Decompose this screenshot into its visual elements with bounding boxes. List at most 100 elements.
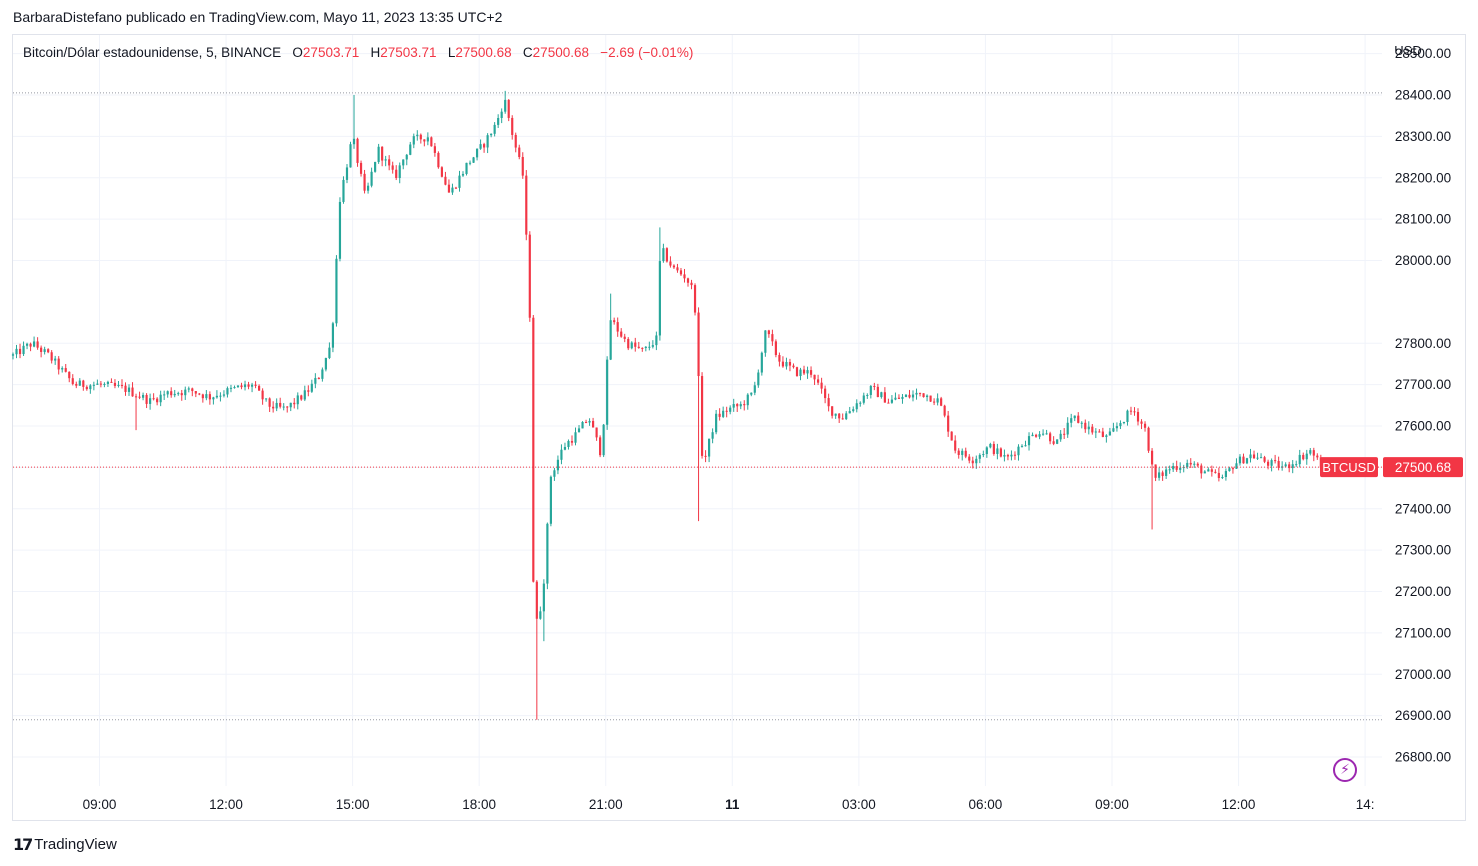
- candle[interactable]: [461, 171, 465, 177]
- candle[interactable]: [915, 388, 918, 400]
- candle[interactable]: [212, 396, 215, 405]
- candle[interactable]: [820, 377, 823, 394]
- candle[interactable]: [1316, 453, 1319, 460]
- candle[interactable]: [215, 390, 218, 399]
- candle[interactable]: [475, 148, 479, 161]
- candle[interactable]: [922, 393, 925, 398]
- candle[interactable]: [1024, 440, 1027, 447]
- candle[interactable]: [760, 351, 763, 376]
- candle[interactable]: [229, 384, 233, 393]
- candle[interactable]: [1006, 453, 1010, 461]
- candle[interactable]: [1217, 467, 1220, 482]
- candle[interactable]: [1281, 461, 1284, 471]
- candle[interactable]: [1154, 464, 1157, 482]
- candle[interactable]: [669, 256, 672, 268]
- candle[interactable]: [1105, 434, 1108, 443]
- candle[interactable]: [686, 277, 690, 287]
- candle[interactable]: [338, 197, 342, 262]
- candle[interactable]: [1063, 428, 1066, 440]
- candle[interactable]: [957, 448, 960, 459]
- candle[interactable]: [634, 337, 637, 352]
- candle[interactable]: [233, 385, 236, 389]
- candle[interactable]: [317, 377, 320, 380]
- candle[interactable]: [363, 169, 366, 194]
- candle[interactable]: [729, 405, 732, 415]
- candle[interactable]: [933, 398, 936, 406]
- candle[interactable]: [904, 394, 908, 398]
- candle[interactable]: [384, 155, 387, 167]
- candle[interactable]: [18, 343, 22, 359]
- candle[interactable]: [113, 379, 117, 389]
- candle[interactable]: [1291, 460, 1294, 474]
- candle[interactable]: [15, 344, 18, 359]
- candle[interactable]: [683, 268, 686, 283]
- candle[interactable]: [82, 379, 85, 391]
- candle[interactable]: [802, 365, 806, 376]
- candle[interactable]: [377, 143, 380, 164]
- candle[interactable]: [356, 137, 359, 167]
- candle[interactable]: [831, 406, 834, 419]
- candle[interactable]: [908, 389, 911, 399]
- candle[interactable]: [222, 390, 226, 398]
- candle[interactable]: [1056, 439, 1059, 445]
- candle[interactable]: [1228, 466, 1231, 472]
- candle[interactable]: [1147, 426, 1150, 453]
- candle[interactable]: [127, 384, 131, 396]
- candle[interactable]: [539, 606, 542, 620]
- candle[interactable]: [887, 398, 890, 404]
- candle[interactable]: [1249, 448, 1252, 463]
- candle[interactable]: [1224, 468, 1227, 481]
- candle[interactable]: [479, 139, 482, 150]
- candle[interactable]: [117, 380, 120, 388]
- candle[interactable]: [395, 165, 398, 181]
- candle[interactable]: [852, 406, 855, 413]
- candle[interactable]: [535, 580, 538, 720]
- candle[interactable]: [764, 330, 767, 357]
- candle[interactable]: [809, 366, 813, 378]
- candle[interactable]: [359, 160, 363, 177]
- candle[interactable]: [437, 151, 440, 169]
- candle[interactable]: [1122, 421, 1126, 425]
- candle[interactable]: [1168, 465, 1171, 474]
- candle[interactable]: [514, 132, 517, 153]
- candle[interactable]: [778, 352, 781, 367]
- candle[interactable]: [679, 267, 683, 276]
- candle[interactable]: [412, 133, 415, 149]
- candle[interactable]: [40, 345, 43, 358]
- candle[interactable]: [258, 384, 261, 391]
- candle[interactable]: [275, 398, 278, 412]
- candle[interactable]: [1231, 466, 1235, 474]
- candle[interactable]: [613, 317, 616, 325]
- candle[interactable]: [250, 382, 254, 393]
- last-price-tag[interactable]: [1383, 457, 1463, 478]
- lightning-icon[interactable]: ⚡: [1333, 758, 1357, 782]
- candle[interactable]: [556, 455, 560, 475]
- candle[interactable]: [542, 579, 545, 642]
- candle[interactable]: [718, 408, 721, 421]
- candle[interactable]: [11, 352, 15, 360]
- candle[interactable]: [1298, 449, 1301, 468]
- candle[interactable]: [834, 413, 837, 419]
- candle[interactable]: [75, 381, 78, 389]
- candle[interactable]: [1020, 444, 1024, 448]
- candle[interactable]: [700, 372, 704, 459]
- candle[interactable]: [1302, 452, 1305, 461]
- candle[interactable]: [560, 444, 563, 465]
- candle[interactable]: [423, 139, 426, 147]
- candle[interactable]: [184, 386, 187, 400]
- candle[interactable]: [303, 385, 306, 402]
- candle[interactable]: [549, 475, 552, 527]
- candle[interactable]: [370, 167, 373, 188]
- candle[interactable]: [753, 381, 756, 396]
- candle[interactable]: [1049, 431, 1052, 445]
- candle[interactable]: [1270, 458, 1273, 472]
- candle[interactable]: [307, 385, 310, 397]
- candle[interactable]: [1274, 454, 1277, 464]
- candle[interactable]: [458, 170, 461, 192]
- candle[interactable]: [191, 387, 194, 397]
- candle[interactable]: [1034, 433, 1038, 438]
- candle[interactable]: [366, 182, 370, 194]
- candle[interactable]: [226, 386, 229, 398]
- candle[interactable]: [964, 447, 967, 459]
- candle[interactable]: [743, 400, 746, 411]
